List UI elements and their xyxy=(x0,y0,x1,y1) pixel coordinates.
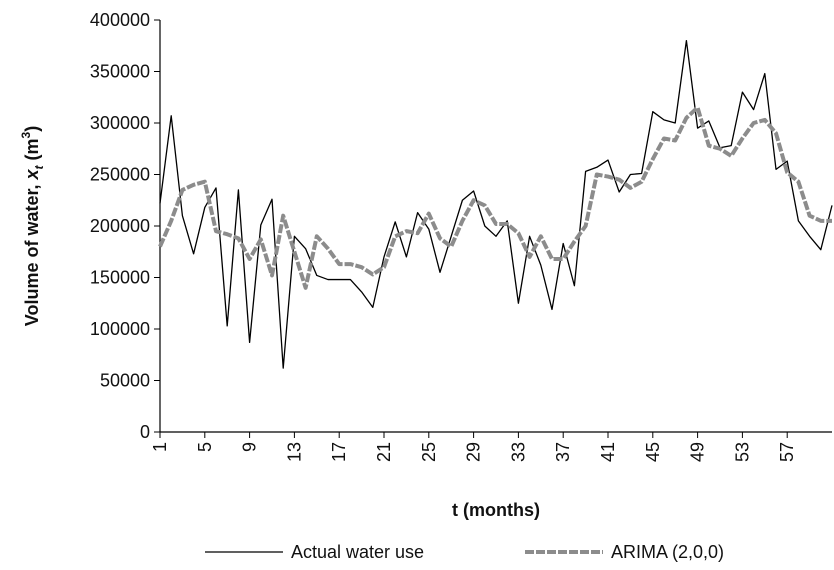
x-tick-label: 29 xyxy=(464,442,484,462)
x-axis-label: t (months) xyxy=(452,500,540,520)
y-tick-label: 100000 xyxy=(90,319,150,339)
y-axis-label: Volume of water, xt (m3) xyxy=(19,126,46,326)
y-tick-label: 150000 xyxy=(90,268,150,288)
y-label-close: ) xyxy=(22,126,42,132)
y-tick-label: 50000 xyxy=(100,371,150,391)
y-label-var: x xyxy=(22,169,42,181)
series-line xyxy=(158,105,832,290)
x-tick-label: 33 xyxy=(508,442,528,462)
x-tick-label: 21 xyxy=(374,442,394,462)
x-tick-label: 25 xyxy=(419,442,439,462)
y-tick-label: 300000 xyxy=(90,113,150,133)
y-tick-label: 0 xyxy=(140,422,150,442)
x-tick-label: 1 xyxy=(150,442,170,452)
x-tick-label: 53 xyxy=(732,442,752,462)
legend-label: ARIMA (2,0,0) xyxy=(611,542,724,562)
legend-label: Actual water use xyxy=(291,542,424,562)
x-tick-label: 41 xyxy=(598,442,618,462)
y-label-sub: t xyxy=(32,164,46,169)
y-label-text: Volume of water, xyxy=(22,180,42,327)
y-tick-label: 350000 xyxy=(90,62,150,82)
y-tick-label: 200000 xyxy=(90,216,150,236)
x-tick-label: 57 xyxy=(777,442,797,462)
y-label-unit: (m xyxy=(22,138,42,165)
y-label-sup: 3 xyxy=(19,131,33,138)
x-tick-label: 13 xyxy=(284,442,304,462)
x-tick-label: 37 xyxy=(553,442,573,462)
x-tick-label: 49 xyxy=(688,442,708,462)
x-tick-label: 17 xyxy=(329,442,349,462)
x-tick-label: 5 xyxy=(195,442,215,452)
series-line xyxy=(159,39,833,369)
y-tick-label: 250000 xyxy=(90,165,150,185)
x-tick-label: 9 xyxy=(240,442,260,452)
x-tick-label: 45 xyxy=(643,442,663,462)
y-tick-label: 400000 xyxy=(90,10,150,30)
